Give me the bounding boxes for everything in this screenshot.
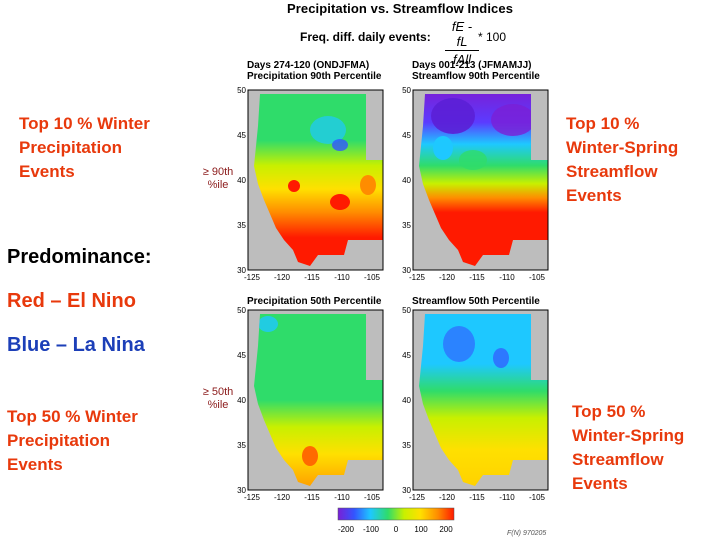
y-tick-label: 35 bbox=[402, 441, 411, 450]
y-tick-label: 30 bbox=[237, 266, 246, 275]
right-top50-label: Top 50 % Winter-Spring Streamflow Events bbox=[572, 402, 685, 493]
x-tick-label: -125 bbox=[408, 273, 425, 282]
side-note-50th: ≥ 50th %ile bbox=[202, 386, 234, 411]
colorbar-tick-label: 100 bbox=[414, 525, 428, 534]
left-top50-label: Top 50 % Winter Precipitation Events bbox=[7, 407, 138, 474]
y-tick-label: 35 bbox=[237, 441, 246, 450]
footnote: F(N) 970205 bbox=[507, 530, 547, 537]
y-tick-label: 35 bbox=[237, 221, 246, 230]
panel-precip90-title: Days 274-120 (ONDJFMA) Precipitation 90t… bbox=[247, 60, 382, 82]
x-tick-label: -120 bbox=[273, 493, 290, 502]
map-stream50 bbox=[412, 309, 549, 491]
left-top10-label: Top 10 % Winter Precipitation Events bbox=[19, 114, 150, 181]
y-tick-label: 50 bbox=[402, 86, 411, 95]
map-stream90 bbox=[412, 89, 549, 271]
map-precip90 bbox=[247, 89, 384, 271]
colorbar-tick-label: 0 bbox=[393, 525, 399, 534]
x-tick-label: -110 bbox=[334, 273, 350, 282]
formula-numerator: fE - fL bbox=[445, 19, 479, 51]
side-note-90th: ≥ 90th %ile bbox=[202, 166, 234, 191]
x-tick-label: -105 bbox=[528, 273, 545, 282]
y-tick-label: 40 bbox=[402, 396, 411, 405]
y-tick-label: 45 bbox=[237, 131, 246, 140]
formula-denominator: fAll bbox=[452, 52, 472, 67]
x-tick-label: -120 bbox=[273, 273, 290, 282]
y-tick-label: 40 bbox=[402, 176, 411, 185]
map-precip50 bbox=[247, 309, 384, 491]
y-tick-label: 50 bbox=[402, 306, 411, 315]
formula-label: Freq. diff. daily events: bbox=[300, 30, 431, 44]
y-tick-label: 40 bbox=[237, 396, 246, 405]
x-tick-label: -110 bbox=[499, 493, 515, 502]
y-tick-label: 45 bbox=[237, 351, 246, 360]
colorbar-tick-label: -200 bbox=[337, 525, 354, 534]
y-tick-label: 40 bbox=[237, 176, 246, 185]
right-top10-label: Top 10 % Winter-Spring Streamflow Events bbox=[566, 114, 679, 205]
y-tick-label: 30 bbox=[402, 266, 411, 275]
x-tick-label: -115 bbox=[469, 493, 485, 502]
chart-title: Precipitation vs. Streamflow Indices bbox=[286, 1, 514, 16]
x-tick-label: -125 bbox=[408, 493, 425, 502]
colorbar-tick-label: -100 bbox=[362, 525, 379, 534]
x-tick-label: -105 bbox=[363, 493, 380, 502]
x-tick-label: -105 bbox=[528, 493, 545, 502]
y-tick-label: 45 bbox=[402, 131, 411, 140]
x-tick-label: -105 bbox=[363, 273, 380, 282]
colorbar bbox=[337, 507, 455, 521]
y-tick-label: 50 bbox=[237, 306, 246, 315]
x-tick-label: -110 bbox=[334, 493, 350, 502]
x-tick-label: -125 bbox=[243, 273, 260, 282]
y-tick-label: 45 bbox=[402, 351, 411, 360]
panel-stream50-title: Streamflow 50th Percentile bbox=[412, 296, 540, 307]
colorbar-tick-label: 200 bbox=[439, 525, 453, 534]
x-tick-label: -120 bbox=[438, 273, 455, 282]
predominance-label: Predominance: bbox=[7, 246, 152, 268]
red-el-nino-label: Red – El Nino bbox=[7, 290, 136, 312]
x-tick-label: -110 bbox=[499, 273, 515, 282]
x-tick-label: -115 bbox=[469, 273, 485, 282]
panel-stream90-title: Days 001-213 (JFMAMJJ) Streamflow 90th P… bbox=[412, 60, 540, 82]
x-tick-label: -115 bbox=[304, 493, 320, 502]
y-tick-label: 30 bbox=[237, 486, 246, 495]
x-tick-label: -125 bbox=[243, 493, 260, 502]
y-tick-label: 50 bbox=[237, 86, 246, 95]
x-tick-label: -115 bbox=[304, 273, 320, 282]
formula-multiplier: * 100 bbox=[478, 30, 507, 44]
blue-la-nina-label: Blue – La Nina bbox=[7, 334, 145, 356]
panel-precip50-title: Precipitation 50th Percentile bbox=[247, 296, 382, 307]
x-tick-label: -120 bbox=[438, 493, 455, 502]
formula-fraction: fE - fL fAll bbox=[445, 19, 479, 67]
y-tick-label: 35 bbox=[402, 221, 411, 230]
y-tick-label: 30 bbox=[402, 486, 411, 495]
